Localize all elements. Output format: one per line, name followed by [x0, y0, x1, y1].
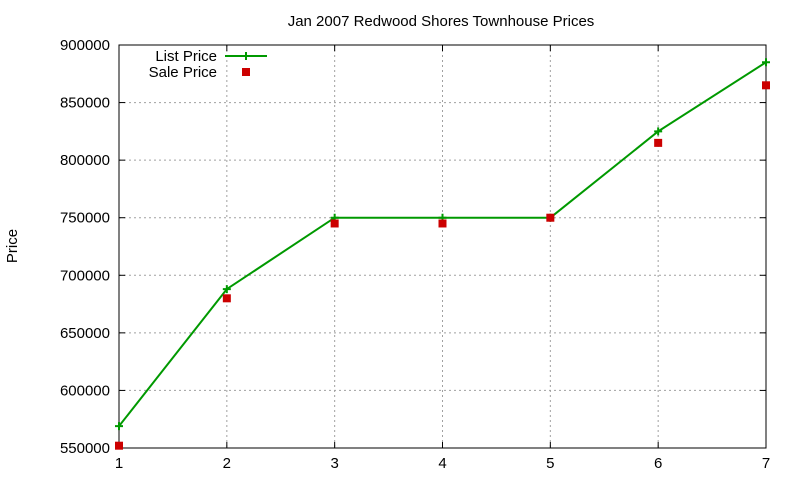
- x-tick-label: 3: [330, 455, 338, 472]
- list-price-point: [115, 422, 123, 431]
- series-1: [115, 81, 770, 450]
- legend-square-marker: [242, 68, 250, 76]
- sale-price-point: [654, 138, 663, 147]
- series-0: [115, 58, 770, 431]
- legend-label: List Price: [155, 48, 217, 65]
- y-tick-label: 850000: [60, 95, 110, 112]
- grid-lines: [119, 45, 766, 448]
- x-tick-label: 5: [546, 455, 554, 472]
- list-price-point: [222, 285, 231, 294]
- axis-ticks: 550000 600000 650000 700000 750000 800000 8500…: [60, 37, 770, 472]
- x-tick-label: 2: [223, 455, 231, 472]
- y-tick-label: 900000: [60, 37, 110, 54]
- legend-label: Sale Price: [149, 64, 217, 81]
- y-tick-label: 700000: [60, 267, 110, 284]
- x-tick-label: 6: [654, 455, 662, 472]
- list-price-point: [762, 58, 770, 67]
- x-tick-label: 4: [438, 455, 446, 472]
- chart-title: Jan 2007 Redwood Shores Townhouse Prices: [288, 13, 595, 30]
- sale-price-point: [762, 81, 770, 90]
- y-tick-label: 800000: [60, 152, 110, 169]
- y-tick-label: 550000: [60, 440, 110, 457]
- sale-price-point: [438, 219, 447, 228]
- sale-price-point: [222, 294, 231, 303]
- x-tick-label: 7: [762, 455, 770, 472]
- data-series: [115, 58, 770, 450]
- list-price-point: [654, 127, 663, 136]
- sale-price-point: [115, 441, 123, 450]
- x-tick-label: 1: [115, 455, 123, 472]
- sale-price-point: [546, 213, 555, 222]
- legend-plus-marker: [242, 52, 250, 60]
- y-tick-label: 750000: [60, 210, 110, 227]
- y-tick-label: 650000: [60, 325, 110, 342]
- y-tick-label: 600000: [60, 382, 110, 399]
- y-axis-label: Price: [4, 229, 21, 263]
- plot-frame: [118, 44, 767, 449]
- sale-price-point: [330, 219, 339, 228]
